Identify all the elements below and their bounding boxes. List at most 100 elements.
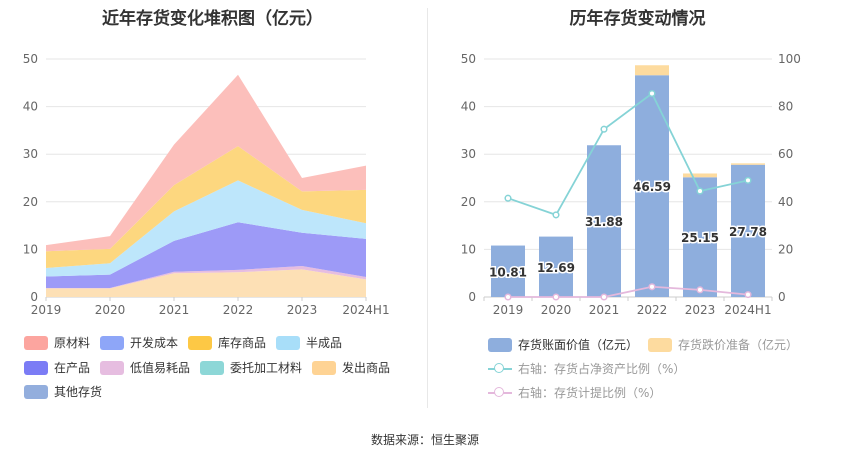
point-provision-ratio — [504, 293, 512, 301]
area-series-半成品 — [46, 180, 366, 277]
legend-swatch — [100, 360, 124, 375]
point-provision-ratio — [744, 291, 752, 299]
left-x-tick-label: 2022 — [223, 303, 254, 317]
line-inventory-to-net-assets — [507, 92, 749, 216]
bar-value-label: 12.69 — [537, 261, 575, 275]
bar-value-label: 10.81 — [489, 265, 527, 279]
legend-item-raw-materials[interactable]: 原材料 — [24, 334, 90, 351]
bar-book-value — [491, 245, 525, 297]
point-inventory-to-net-assets — [696, 187, 704, 195]
right-x-tick-label: 2021 — [589, 303, 620, 317]
bar-book-value — [539, 236, 573, 297]
right-x-tick-label: 2024H1 — [724, 303, 771, 317]
bar-book-value — [635, 75, 669, 297]
legend-swatch — [100, 335, 124, 350]
left-x-tick-label: 2023 — [287, 303, 318, 317]
legend-label: 在产品 — [54, 361, 91, 375]
right-y-tick-label: 40 — [461, 100, 476, 114]
legend-label: 发出商品 — [342, 361, 391, 375]
legend-swatch — [24, 360, 48, 375]
bar-impairment — [635, 65, 669, 76]
legend-label: 库存商品 — [218, 336, 267, 350]
left-legend: 原材料 开发成本 库存商品 半成品 在产品 低值易耗品 委托加工材料 发出商品 … — [24, 334, 390, 400]
legend-swatch — [648, 337, 672, 352]
left-x-tick-label: 2019 — [31, 303, 62, 317]
bar-value-label: 25.15 — [681, 231, 719, 245]
legend-label: 开发成本 — [130, 336, 179, 350]
legend-line-swatch — [488, 386, 512, 400]
legend-item-semi-finished[interactable]: 半成品 — [276, 334, 342, 351]
right-chart-title: 历年存货变动情况 — [569, 9, 706, 29]
bar-impairment — [731, 163, 765, 165]
legend-label: 其他存货 — [54, 385, 103, 399]
area-series-在产品 — [46, 222, 366, 288]
point-provision-ratio — [696, 286, 704, 294]
legend-line-swatch — [488, 362, 512, 376]
legend-swatch — [276, 335, 300, 350]
left-y-tick-label: 40 — [23, 100, 38, 114]
bar-book-value — [587, 145, 621, 297]
left-x-tick-label: 2024H1 — [342, 303, 389, 317]
legend-swatch — [24, 335, 48, 350]
area-series-原材料 — [46, 74, 366, 252]
legend-item-book-value[interactable]: 存货账面价值（亿元） — [488, 336, 638, 353]
legend-swatch — [24, 384, 48, 399]
right-y-tick-label: 10 — [461, 242, 476, 256]
right-y2-tick-label: 60 — [778, 147, 793, 161]
right-y2-tick-label: 80 — [778, 100, 793, 114]
bar-value-label: 31.88 — [585, 215, 623, 229]
left-x-tick-label: 2020 — [95, 303, 126, 317]
point-provision-ratio — [552, 293, 560, 301]
legend-item-other-inventory[interactable]: 其他存货 — [24, 383, 102, 400]
legend-label: 委托加工材料 — [230, 361, 303, 375]
left-y-tick-label: 0 — [30, 290, 38, 304]
legend-item-provision-ratio[interactable]: 右轴：存货计提比例（%） — [488, 384, 661, 401]
point-inventory-to-net-assets — [600, 125, 608, 133]
left-chart-title: 近年存货变化堆积图（亿元） — [102, 9, 323, 29]
legend-item-inventory-to-net-assets[interactable]: 右轴：存货占净资产比例（%） — [488, 360, 685, 377]
point-inventory-to-net-assets — [552, 211, 560, 219]
right-y2-tick-label: 100 — [778, 52, 801, 66]
point-inventory-to-net-assets — [648, 89, 656, 98]
bar-value-label: 46.59 — [633, 180, 671, 194]
legend-label: 存货跌价准备（亿元） — [678, 338, 799, 352]
left-y-tick-label: 30 — [23, 147, 38, 161]
right-y-tick-label: 50 — [461, 52, 476, 66]
legend-item-impairment[interactable]: 存货跌价准备（亿元） — [648, 336, 798, 353]
legend-swatch — [488, 337, 512, 352]
legend-item-wip[interactable]: 在产品 — [24, 359, 90, 376]
legend-item-consigned-processing[interactable]: 委托加工材料 — [200, 359, 302, 376]
legend-label: 存货账面价值（亿元） — [518, 338, 639, 352]
left-x-tick-label: 2021 — [159, 303, 190, 317]
legend-label: 右轴：存货占净资产比例（%） — [518, 362, 686, 376]
legend-swatch — [312, 360, 336, 375]
left-y-tick-label: 20 — [23, 195, 38, 209]
bar-impairment — [683, 173, 717, 178]
line-provision-ratio — [508, 285, 749, 298]
legend-label: 右轴：存货计提比例（%） — [518, 386, 662, 400]
point-inventory-to-net-assets — [504, 194, 512, 202]
legend-item-finished-goods[interactable]: 库存商品 — [188, 334, 266, 351]
legend-item-development-cost[interactable]: 开发成本 — [100, 334, 178, 351]
right-x-tick-label: 2019 — [493, 303, 524, 317]
right-y2-tick-label: 20 — [778, 242, 793, 256]
point-inventory-to-net-assets — [744, 176, 752, 184]
right-y-tick-label: 0 — [468, 290, 476, 304]
right-y2-tick-label: 40 — [778, 195, 793, 209]
legend-swatch — [188, 335, 212, 350]
legend-label: 原材料 — [54, 336, 91, 350]
point-provision-ratio — [600, 293, 608, 301]
legend-item-low-value-consumables[interactable]: 低值易耗品 — [100, 359, 190, 376]
bar-value-label: 27.78 — [729, 225, 767, 239]
area-series-库存商品 — [46, 146, 366, 268]
panel-divider — [427, 8, 428, 408]
right-y-tick-label: 20 — [461, 195, 476, 209]
legend-label: 半成品 — [306, 336, 343, 350]
legend-item-goods-shipped[interactable]: 发出商品 — [312, 359, 390, 376]
area-series-发出商品 — [46, 269, 366, 297]
right-x-tick-label: 2023 — [685, 303, 716, 317]
right-y2-tick-label: 0 — [778, 290, 786, 304]
point-provision-ratio — [648, 283, 656, 291]
